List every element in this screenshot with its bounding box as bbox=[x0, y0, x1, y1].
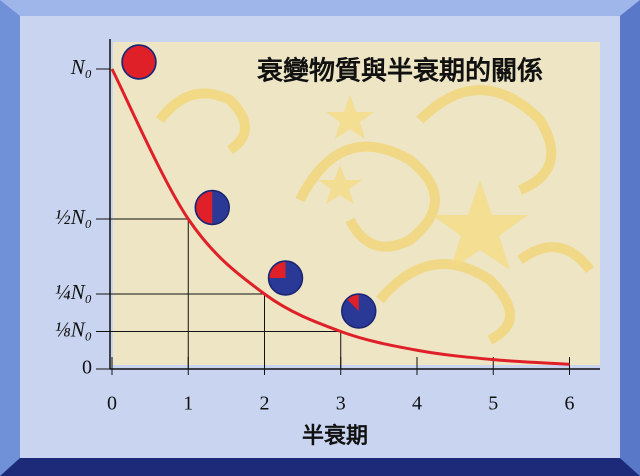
pie-slice bbox=[269, 262, 286, 278]
x-tick-label: 6 bbox=[565, 393, 575, 415]
x-tick-label: 1 bbox=[183, 393, 193, 415]
pie-slice bbox=[347, 295, 359, 311]
decay-curve bbox=[110, 68, 570, 366]
x-tick-label: 4 bbox=[412, 393, 422, 415]
x-tick-label: 5 bbox=[488, 393, 498, 415]
x-tick-label: 2 bbox=[260, 393, 270, 415]
pie-slice bbox=[196, 191, 213, 224]
x-axis-title: 半衰期 bbox=[302, 423, 368, 449]
decoration bbox=[318, 95, 528, 270]
bevel bbox=[620, 0, 640, 476]
y-tick-label: N₀ bbox=[70, 55, 92, 79]
y-tick-label: ⅛N₀ bbox=[55, 317, 92, 341]
y-tick-label: ¼N₀ bbox=[55, 280, 92, 304]
y-tick-label: 0 bbox=[82, 357, 92, 379]
x-tick-label: 3 bbox=[336, 393, 346, 415]
decoration bbox=[156, 85, 594, 345]
bevel bbox=[0, 0, 640, 16]
pie-slice bbox=[123, 46, 155, 78]
chart-title: 衰變物質與半衰期的關係 bbox=[256, 56, 543, 87]
x-tick-label: 0 bbox=[107, 393, 117, 415]
y-tick-label: ½N₀ bbox=[55, 205, 92, 229]
bevel bbox=[0, 458, 640, 476]
